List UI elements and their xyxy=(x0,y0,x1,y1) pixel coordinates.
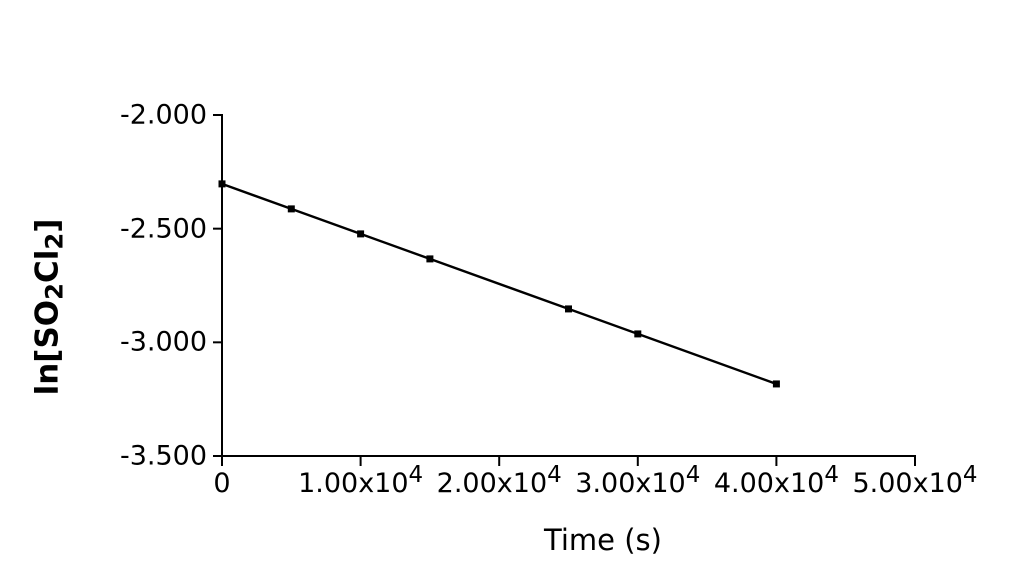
data-point-marker xyxy=(218,180,226,188)
data-point-marker xyxy=(287,205,295,213)
x-axis-title: Time (s) xyxy=(544,523,662,557)
data-point-marker xyxy=(357,230,365,238)
y-tick-label: -3.000 xyxy=(119,326,207,358)
y-tick-label: -2.500 xyxy=(119,213,207,245)
data-point-marker xyxy=(634,330,642,338)
y-axis-title: ln[SO2Cl2] xyxy=(29,218,69,396)
data-point-marker xyxy=(426,255,434,263)
x-tick-label: 0 xyxy=(213,468,231,499)
x-tick-label: 1.00x104 xyxy=(298,462,424,499)
x-tick-label: 5.00x104 xyxy=(852,462,978,499)
x-tick-label: 3.00x104 xyxy=(575,462,701,499)
data-point-marker xyxy=(772,380,780,388)
data-point-marker xyxy=(565,305,572,313)
x-tick-label: 2.00x104 xyxy=(436,462,562,499)
y-tick-label: -2.000 xyxy=(119,99,207,131)
x-tick-label: 4.00x104 xyxy=(713,462,839,499)
y-tick-label: -3.500 xyxy=(119,440,207,472)
series-line xyxy=(221,182,777,386)
